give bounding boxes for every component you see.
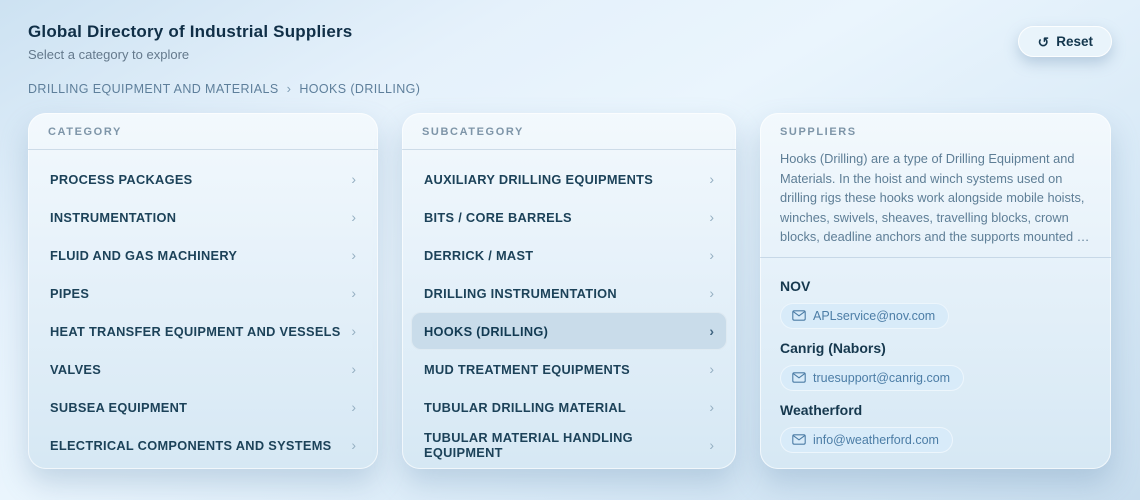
chevron-right-icon: › xyxy=(351,361,356,377)
list-item[interactable]: SUBSEA EQUIPMENT › xyxy=(37,388,369,426)
list-item[interactable]: INSTRUMENTATION › xyxy=(37,198,369,236)
breadcrumb-separator-icon: › xyxy=(286,81,292,96)
supplier-entry: Weatherford info@weatherford.com xyxy=(780,402,1091,453)
chevron-right-icon: › xyxy=(351,437,356,453)
chevron-right-icon: › xyxy=(709,399,714,415)
list-item[interactable]: DRILLING INSTRUMENTATION › xyxy=(411,274,727,312)
supplier-email-chip[interactable]: truesupport@canrig.com xyxy=(780,364,965,391)
list-item-label: BITS / CORE BARRELS xyxy=(424,209,572,225)
chevron-right-icon: › xyxy=(709,209,714,225)
envelope-icon xyxy=(792,372,806,384)
chevron-right-icon: › xyxy=(709,247,714,263)
chevron-right-icon: › xyxy=(351,209,356,225)
envelope-icon xyxy=(792,310,806,322)
chevron-right-icon: › xyxy=(709,361,714,377)
list-item[interactable]: TUBULAR DRILLING MATERIAL › xyxy=(411,388,727,426)
reset-icon: ↺ xyxy=(1037,33,1050,50)
list-item-label: PROCESS PACKAGES xyxy=(50,171,193,187)
list-item-label: SUBSEA EQUIPMENT xyxy=(50,399,188,415)
suppliers-panel-header: SUPPLIERS xyxy=(780,126,857,138)
chevron-right-icon: › xyxy=(351,399,356,415)
subcategory-list: AUXILIARY DRILLING EQUIPMENTS › BITS / C… xyxy=(402,150,736,469)
list-item[interactable]: VALVES › xyxy=(37,350,369,388)
supplier-email-chip[interactable]: info@weatherford.com xyxy=(780,426,953,453)
list-item-label: AUXILIARY DRILLING EQUIPMENTS xyxy=(424,171,654,187)
supplier-email-chip[interactable]: APLservice@nov.com xyxy=(780,302,950,329)
suppliers-panel: SUPPLIERS Hooks (Drilling) are a type of… xyxy=(760,113,1111,469)
supplier-name: Weatherford xyxy=(780,401,863,418)
category-panel-header: CATEGORY xyxy=(28,113,378,150)
subcategory-panel: SUBCATEGORY AUXILIARY DRILLING EQUIPMENT… xyxy=(402,113,736,469)
supplier-entry: Canrig (Nabors) truesupport@canrig.com xyxy=(780,340,1091,391)
list-item-label: MUD TREATMENT EQUIPMENTS xyxy=(424,361,631,377)
chevron-right-icon: › xyxy=(351,247,356,263)
list-item[interactable]: FLUID AND GAS MACHINERY › xyxy=(37,236,369,274)
list-item-label: DRILLING INSTRUMENTATION xyxy=(424,285,617,301)
supplier-entry: NOV APLservice@nov.com xyxy=(780,278,1091,329)
chevron-right-icon: › xyxy=(351,323,356,339)
list-item-label: FLUID AND GAS MACHINERY xyxy=(50,247,238,263)
list-item-label: VALVES xyxy=(50,361,102,377)
page-subtitle: Select a category to explore xyxy=(28,47,190,62)
supplier-name: Canrig (Nabors) xyxy=(780,339,886,356)
reset-button-label: Reset xyxy=(1056,34,1093,49)
list-item[interactable]: AUXILIARY DRILLING EQUIPMENTS › xyxy=(411,160,727,198)
list-item-label: TUBULAR DRILLING MATERIAL xyxy=(424,399,627,415)
list-item[interactable]: PROCESS PACKAGES › xyxy=(37,160,369,198)
list-item[interactable]: MUD TREATMENT EQUIPMENTS › xyxy=(411,350,727,388)
list-item[interactable]: PIPES › xyxy=(37,274,369,312)
supplier-email: truesupport@canrig.com xyxy=(813,370,951,385)
category-panel: CATEGORY PROCESS PACKAGES › INSTRUMENTAT… xyxy=(28,113,378,469)
list-item[interactable]: ELECTRICAL COMPONENTS AND SYSTEMS › xyxy=(37,426,369,464)
chevron-right-icon: › xyxy=(351,171,356,187)
supplier-entries: NOV APLservice@nov.com Canrig (Nabors) t… xyxy=(760,258,1111,462)
suppliers-description: Hooks (Drilling) are a type of Drilling … xyxy=(780,151,1087,245)
columns: CATEGORY PROCESS PACKAGES › INSTRUMENTAT… xyxy=(28,113,1112,469)
chevron-right-icon: › xyxy=(709,171,714,187)
list-item-label: TUBULAR MATERIAL HANDLING EQUIPMENT xyxy=(424,430,633,460)
list-item-label: INSTRUMENTATION xyxy=(50,209,177,225)
list-item-label: ELECTRICAL COMPONENTS AND SYSTEMS xyxy=(50,437,332,453)
reset-button[interactable]: ↺ Reset xyxy=(1018,26,1112,57)
chevron-right-icon: › xyxy=(709,323,714,339)
divider xyxy=(760,256,1111,258)
breadcrumb-item-category[interactable]: DRILLING EQUIPMENT AND MATERIALS xyxy=(28,81,279,96)
category-list: PROCESS PACKAGES › INSTRUMENTATION › FLU… xyxy=(28,150,378,469)
chevron-right-icon: › xyxy=(709,437,714,453)
breadcrumb: DRILLING EQUIPMENT AND MATERIALS › HOOKS… xyxy=(28,81,1112,96)
supplier-email: APLservice@nov.com xyxy=(813,308,936,323)
chevron-right-icon: › xyxy=(709,285,714,301)
subcategory-panel-header: SUBCATEGORY xyxy=(402,113,736,150)
chevron-right-icon: › xyxy=(351,285,356,301)
breadcrumb-item-subcategory[interactable]: HOOKS (DRILLING) xyxy=(299,81,421,96)
list-item[interactable]: DERRICK / MAST › xyxy=(411,236,727,274)
envelope-icon xyxy=(792,434,806,446)
list-item-label: DERRICK / MAST xyxy=(424,247,534,263)
list-item-label: HEAT TRANSFER EQUIPMENT AND VESSELS xyxy=(50,323,341,339)
list-item[interactable]: BITS / CORE BARRELS › xyxy=(411,198,727,236)
supplier-name: NOV xyxy=(780,277,811,294)
supplier-email: info@weatherford.com xyxy=(813,432,939,447)
list-item-label: PIPES xyxy=(50,285,90,301)
list-item[interactable]: HEAT TRANSFER EQUIPMENT AND VESSELS › xyxy=(37,312,369,350)
list-item[interactable]: TUBULAR MATERIAL HANDLING EQUIPMENT › xyxy=(411,426,727,464)
list-item[interactable]: HOOKS (DRILLING) › xyxy=(411,312,727,350)
page-title: Global Directory of Industrial Suppliers xyxy=(28,22,353,41)
list-item-label: HOOKS (DRILLING) xyxy=(424,323,549,339)
